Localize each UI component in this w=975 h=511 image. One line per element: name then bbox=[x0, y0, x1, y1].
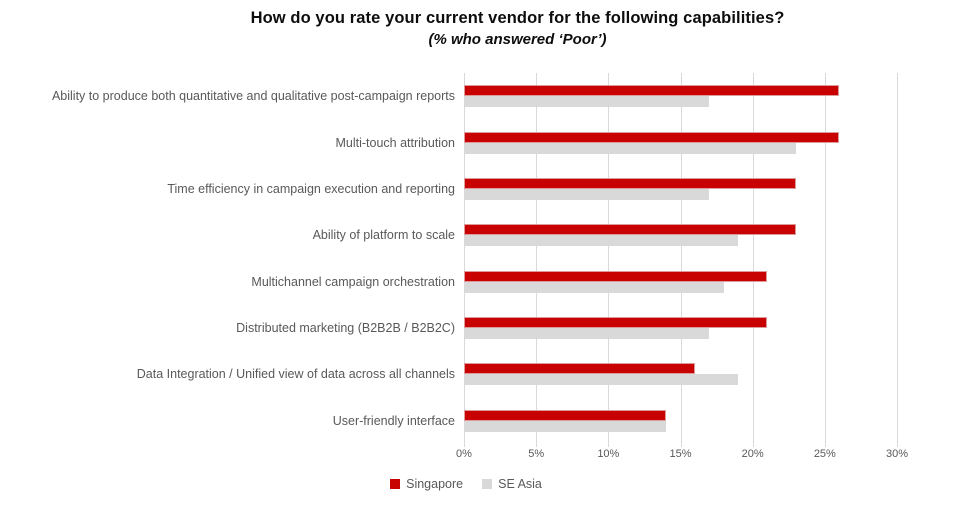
se-asia-bar bbox=[464, 96, 710, 108]
legend-label: Singapore bbox=[406, 477, 464, 491]
category-label: Ability to produce both quantitative and… bbox=[51, 89, 455, 104]
legend-color-swatch bbox=[482, 479, 493, 489]
x-axis-tick-label: 25% bbox=[813, 448, 836, 460]
x-axis-tick-label: 30% bbox=[885, 448, 909, 460]
gridline bbox=[897, 73, 898, 447]
legend: Singapore SE Asia bbox=[0, 477, 932, 491]
category-label: Multichannel campaign orchestration bbox=[251, 274, 455, 289]
x-axis-tick-label: 0% bbox=[456, 448, 472, 460]
category-label: User-friendly interface bbox=[332, 413, 455, 428]
se-asia-bar bbox=[464, 420, 667, 432]
category-label: Time efficiency in campaign execution an… bbox=[167, 181, 455, 196]
gridline bbox=[536, 73, 538, 447]
gridline bbox=[464, 73, 465, 447]
se-asia-bar bbox=[464, 374, 739, 386]
gridline bbox=[680, 73, 682, 447]
se-asia-bar bbox=[464, 281, 724, 293]
category-label: Multi-touch attribution bbox=[335, 135, 455, 150]
singapore-bar bbox=[464, 409, 667, 421]
singapore-bar bbox=[464, 363, 695, 375]
legend-item-singapore: Singapore bbox=[390, 477, 463, 491]
legend-color-swatch bbox=[390, 479, 401, 489]
legend-item-se-asia: SE Asia bbox=[482, 477, 542, 491]
singapore-bar bbox=[464, 270, 768, 282]
chart-title: How do you rate your current vendor for … bbox=[250, 9, 785, 27]
gridline bbox=[824, 73, 826, 447]
x-axis-tick-label: 10% bbox=[597, 448, 620, 460]
se-asia-bar bbox=[464, 328, 710, 340]
singapore-bar bbox=[464, 177, 796, 189]
category-label: Ability of platform to scale bbox=[312, 228, 455, 243]
x-axis-tick-label: 15% bbox=[669, 448, 692, 460]
category-label: Distributed marketing (B2B2B / B2B2C) bbox=[236, 321, 455, 336]
x-axis-tick-label: 5% bbox=[528, 448, 545, 460]
singapore-bar bbox=[464, 224, 796, 236]
singapore-bar bbox=[464, 317, 768, 329]
x-axis-tick-label: 20% bbox=[741, 448, 764, 460]
category-label: Data Integration / Unified view of data … bbox=[136, 367, 455, 382]
gridline bbox=[752, 73, 754, 447]
legend-label: SE Asia bbox=[498, 477, 542, 491]
gridline bbox=[608, 73, 610, 447]
singapore-bar bbox=[464, 131, 840, 143]
se-asia-bar bbox=[464, 142, 796, 154]
se-asia-bar bbox=[464, 188, 710, 200]
chart-subtitle: (% who answered ‘Poor’) bbox=[428, 31, 607, 48]
se-asia-bar bbox=[464, 235, 739, 247]
singapore-bar bbox=[464, 85, 840, 97]
